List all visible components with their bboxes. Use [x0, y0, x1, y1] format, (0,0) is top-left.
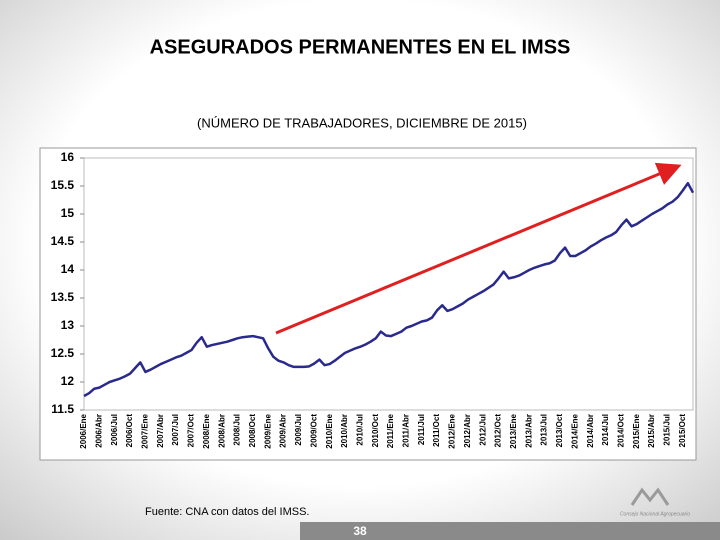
x-tick-label: 2014/Abr	[586, 414, 595, 448]
x-tick-label: 2012/Ene	[448, 413, 457, 448]
y-tick-label: 15.5	[51, 178, 75, 192]
logo-text: Consejo Nacional Agropecuario	[620, 511, 690, 517]
x-tick-label: 2010/Abr	[340, 414, 349, 448]
y-tick-label: 12	[61, 374, 75, 388]
x-tick-label: 2014/Jul	[601, 414, 610, 446]
x-tick-label: 2009/Ene	[263, 413, 272, 448]
y-tick-label: 13	[61, 318, 75, 332]
y-tick-label: 12.5	[51, 346, 75, 360]
x-tick-label: 2013/Ene	[509, 413, 518, 448]
x-tick-label: 2015/Ene	[632, 413, 641, 448]
x-tick-label: 2011/Jul	[417, 414, 426, 445]
x-tick-label: 2007/Abr	[156, 414, 165, 448]
y-tick-label: 14	[61, 262, 75, 276]
x-tick-label: 2011/Ene	[386, 413, 395, 448]
x-tick-label: 2012/Oct	[494, 414, 503, 448]
trend-arrow	[275, 162, 682, 335]
x-tick-label: 2015/Jul	[663, 414, 672, 446]
y-tick-label: 13.5	[51, 290, 75, 304]
y-tick-label: 14.5	[51, 234, 75, 248]
subtitle: (NÚMERO DE TRABAJADORES, DICIEMBRE DE 20…	[197, 115, 527, 130]
footer-bar	[300, 522, 720, 540]
x-tick-label: 2015/Abr	[647, 414, 656, 448]
source: Fuente: CNA con datos del IMSS.	[145, 506, 309, 518]
x-tick-label: 2009/Abr	[279, 414, 288, 448]
x-tick-label: 2008/Ene	[202, 413, 211, 448]
x-tick-label: 2015/Oct	[678, 414, 687, 448]
x-tick-label: 2006/Oct	[125, 414, 134, 448]
x-tick-label: 2011/Oct	[432, 414, 441, 447]
x-tick-label: 2013/Abr	[524, 414, 533, 448]
x-tick-label: 2008/Jul	[233, 414, 242, 446]
x-tick-label: 2010/Jul	[355, 414, 364, 446]
x-tick-label: 2008/Oct	[248, 414, 257, 448]
y-tick-label: 15	[61, 206, 75, 220]
x-tick-label: 2010/Ene	[325, 413, 334, 448]
x-tick-label: 2013/Jul	[540, 414, 549, 446]
x-tick-label: 2012/Abr	[463, 414, 472, 448]
x-tick-label: 2010/Oct	[371, 414, 380, 448]
x-tick-label: 2012/Jul	[478, 414, 487, 446]
x-tick-label: 2008/Abr	[217, 414, 226, 448]
logo	[630, 487, 670, 506]
x-tick-label: 2013/Oct	[555, 414, 564, 448]
x-tick-label: 2007/Ene	[141, 413, 150, 448]
page-number: 38	[353, 524, 367, 538]
x-tick-label: 2014/Ene	[570, 413, 579, 448]
x-tick-label: 2006/Jul	[110, 414, 119, 446]
plot: 11.5 12 12.5 13 13.5 14 14.5 15 15.5 16 2006/Ene 20…	[51, 150, 695, 449]
plot-area	[83, 157, 694, 411]
x-tick-label: 2007/Jul	[171, 414, 180, 446]
chart-frame	[39, 147, 697, 461]
x-tick-label: 2009/Jul	[294, 414, 303, 446]
y-tick-label: 11.5	[51, 402, 74, 416]
data-line	[83, 181, 695, 398]
y-tick-label: 16	[61, 150, 75, 164]
x-tick-label: 2014/Oct	[616, 414, 625, 448]
x-tick-label: 2006/Ene	[79, 413, 88, 448]
slide-title: ASEGURADOS PERMANENTES EN EL IMSS	[150, 36, 571, 58]
x-tick-label: 2009/Oct	[309, 414, 318, 448]
x-tick-label: 2011/Abr	[402, 414, 411, 447]
x-tick-label: 2007/Oct	[187, 414, 196, 448]
x-tick-label: 2006/Abr	[94, 414, 103, 448]
